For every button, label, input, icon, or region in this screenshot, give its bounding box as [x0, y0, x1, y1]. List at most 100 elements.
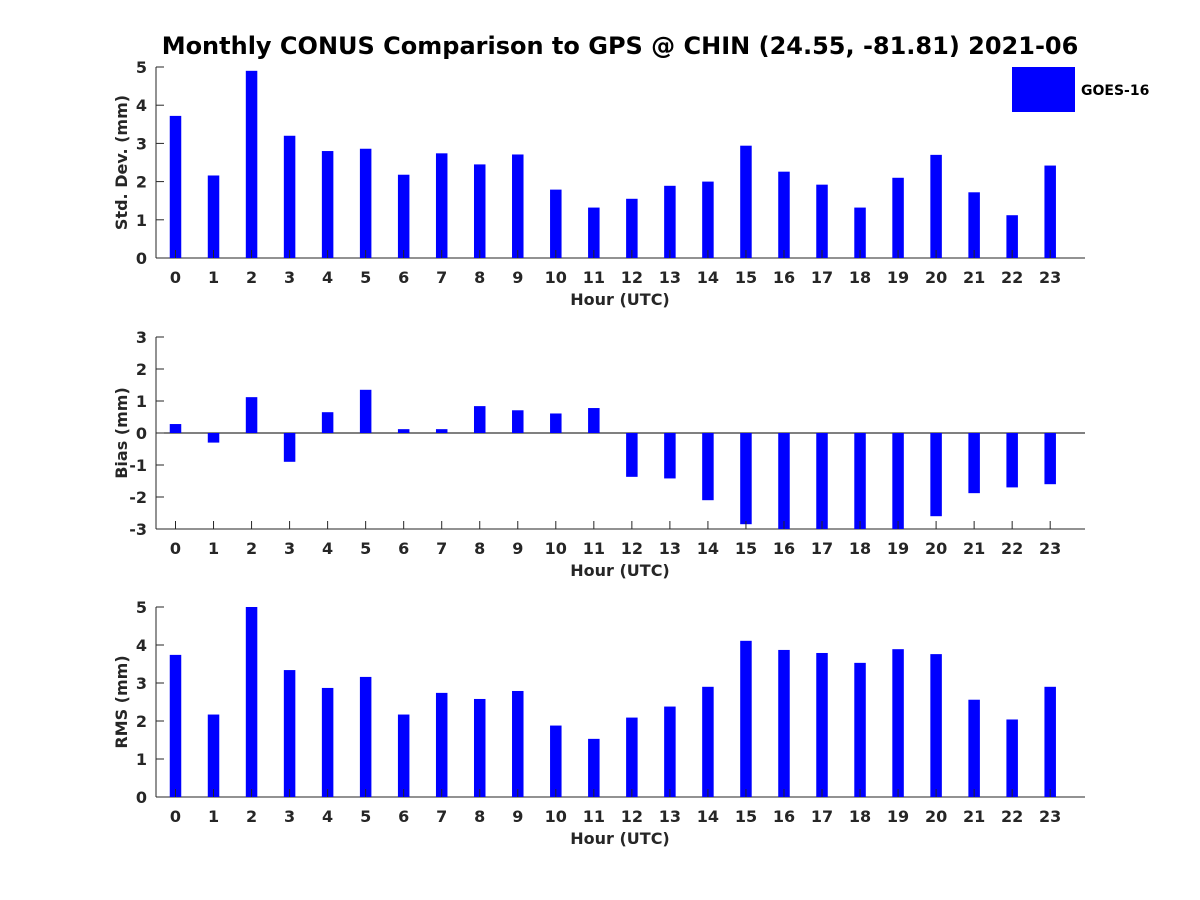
std-dev-x-tick-label: 18 [849, 268, 871, 287]
bias-bar [321, 412, 334, 433]
std-dev-y-tick-label: 5 [136, 58, 147, 77]
bias-x-tick-label: 6 [398, 539, 409, 558]
std-dev-bar [968, 192, 980, 258]
rms-x-tick-label: 15 [735, 807, 757, 826]
bias-x-tick-label: 15 [735, 539, 757, 558]
std-dev-x-tick-label: 12 [621, 268, 643, 287]
bias-bar [626, 433, 638, 477]
std-dev-bar [1006, 215, 1018, 258]
figure-title: Monthly CONUS Comparison to GPS @ CHIN (… [162, 32, 1079, 60]
bias-x-tick-label: 17 [811, 539, 833, 558]
std-dev-x-tick-label: 13 [659, 268, 681, 287]
rms-x-tick-label: 0 [170, 807, 181, 826]
rms-bar [1044, 686, 1056, 797]
bias-x-tick-label: 19 [887, 539, 909, 558]
std-dev-bar [435, 153, 448, 258]
std-dev-bar [245, 70, 258, 258]
bias-x-tick-label: 5 [360, 539, 371, 558]
std-dev-x-tick-label: 16 [773, 268, 795, 287]
std-dev-y-tick-label: 2 [136, 173, 147, 192]
bias-bar [473, 406, 486, 433]
rms-x-tick-label: 9 [512, 807, 523, 826]
std-dev-bar [664, 185, 676, 258]
bias-x-tick-label: 14 [697, 539, 719, 558]
bias-y-tick-label: 1 [136, 392, 147, 411]
bias-y-tick-label: -3 [129, 520, 147, 539]
std-dev-y-tick-label: 1 [136, 211, 147, 230]
std-dev-x-axis-label: Hour (UTC) [570, 290, 670, 309]
rms-x-tick-label: 8 [474, 807, 485, 826]
std-dev-bar [854, 207, 866, 258]
std-dev-x-tick-label: 17 [811, 268, 833, 287]
rms-bar [664, 706, 676, 797]
bias-bar [550, 413, 562, 433]
rms-x-tick-label: 18 [849, 807, 871, 826]
rms-x-tick-label: 21 [963, 807, 985, 826]
rms-bar [626, 717, 638, 797]
std-dev-bar [283, 135, 296, 258]
std-dev-x-tick-label: 0 [170, 268, 181, 287]
rms-bar [435, 692, 448, 797]
std-dev-bar [397, 174, 410, 258]
bias-bar [512, 410, 524, 433]
bias-bar [207, 433, 220, 443]
rms-x-tick-label: 7 [436, 807, 447, 826]
rms-bar [321, 687, 334, 797]
bias-bar [930, 433, 942, 517]
rms-bar [397, 714, 410, 797]
bias-x-tick-label: 7 [436, 539, 447, 558]
std-dev-bar [740, 145, 752, 258]
std-dev-x-tick-label: 15 [735, 268, 757, 287]
std-dev-bar [359, 148, 372, 258]
rms-x-tick-label: 14 [697, 807, 719, 826]
bias-y-tick-label: 0 [136, 424, 147, 443]
std-dev-x-tick-label: 23 [1039, 268, 1061, 287]
bias-bar [740, 433, 752, 525]
rms-y-tick-label: 3 [136, 674, 147, 693]
rms-bar [740, 640, 752, 797]
rms-bar [1006, 719, 1018, 797]
std-dev-x-tick-label: 4 [322, 268, 333, 287]
rms-bar [588, 738, 600, 797]
bias-y-tick-label: 3 [136, 328, 147, 347]
std-dev-bar [816, 184, 828, 258]
bias-y-tick-label: 2 [136, 360, 147, 379]
std-dev-bar [1044, 165, 1056, 258]
bias-bar [283, 433, 296, 462]
std-dev-x-tick-label: 3 [284, 268, 295, 287]
std-dev-x-tick-label: 8 [474, 268, 485, 287]
rms-bar [854, 662, 866, 797]
bias-x-axis-label: Hour (UTC) [570, 561, 670, 580]
std-dev-x-tick-label: 21 [963, 268, 985, 287]
std-dev-bar [207, 175, 220, 258]
rms-x-tick-label: 3 [284, 807, 295, 826]
bias-x-tick-label: 2 [246, 539, 257, 558]
bias-bar [702, 433, 714, 501]
std-dev-y-axis-label: Std. Dev. (mm) [112, 95, 131, 230]
std-dev-x-tick-label: 14 [697, 268, 719, 287]
rms-y-tick-label: 1 [136, 750, 147, 769]
bias-bar [169, 424, 182, 433]
rms-bar [816, 652, 828, 797]
bias-x-tick-label: 22 [1001, 539, 1023, 558]
bias-x-tick-label: 1 [208, 539, 219, 558]
rms-x-tick-label: 4 [322, 807, 333, 826]
bias-bar [968, 433, 980, 494]
std-dev-x-tick-label: 19 [887, 268, 909, 287]
bias-x-tick-label: 21 [963, 539, 985, 558]
rms-bar [245, 607, 258, 797]
bias-bar [854, 433, 866, 529]
bias-x-tick-label: 11 [583, 539, 605, 558]
rms-bar [512, 690, 524, 797]
rms-y-tick-label: 2 [136, 712, 147, 731]
std-dev-x-tick-label: 22 [1001, 268, 1023, 287]
bias-y-tick-label: -1 [129, 456, 147, 475]
rms-bar [207, 714, 220, 797]
rms-x-tick-label: 20 [925, 807, 947, 826]
std-dev-bar [778, 171, 790, 258]
bias-y-tick-label: -2 [129, 488, 147, 507]
legend-swatch [1012, 67, 1075, 112]
